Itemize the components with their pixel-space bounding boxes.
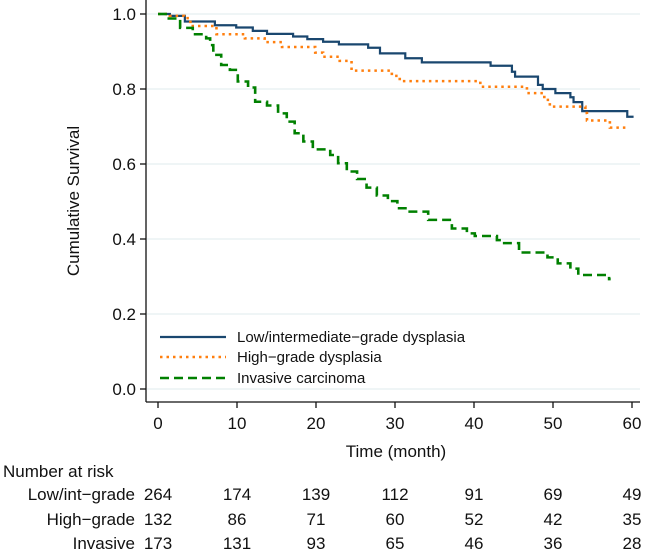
risk-count: 49	[623, 485, 642, 504]
risk-count: 52	[465, 510, 484, 529]
risk-count: 71	[307, 510, 326, 529]
risk-count: 139	[302, 485, 330, 504]
legend: Low/intermediate−grade dysplasia High−gra…	[160, 329, 466, 387]
risk-count: 132	[144, 510, 172, 529]
risk-count: 28	[623, 534, 642, 552]
risk-count: 42	[544, 510, 563, 529]
risk-count: 93	[307, 534, 326, 552]
risk-count: 112	[381, 485, 408, 504]
y-tick-label: 0.8	[112, 80, 136, 99]
x-tick-label: 30	[386, 414, 405, 433]
risk-count: 35	[623, 510, 642, 529]
series-1-curve	[158, 12, 634, 118]
x-axis-label: Time (month)	[346, 442, 446, 461]
y-tick-label: 1.0	[112, 5, 136, 24]
risk-count: 36	[544, 534, 563, 552]
x-tick-label: 50	[544, 414, 563, 433]
legend-label: Low/intermediate−grade dysplasia	[237, 329, 466, 346]
risk-count: 131	[223, 534, 251, 552]
x-tick-label: 10	[228, 414, 247, 433]
risk-count: 173	[144, 534, 172, 552]
series-3-curve	[158, 12, 611, 281]
x-ticks: 0 10 20 30 40 50 60	[153, 402, 641, 433]
series-2-curve	[158, 12, 628, 129]
risk-row-label: Low/int−grade	[28, 485, 135, 504]
risk-count: 91	[465, 485, 484, 504]
risk-count: 65	[386, 534, 405, 552]
risk-count: 69	[544, 485, 563, 504]
risk-table-title: Number at risk	[3, 462, 114, 481]
y-tick-label: 0.2	[112, 305, 136, 324]
legend-label: Invasive carcinoma	[237, 370, 366, 387]
risk-count: 60	[386, 510, 405, 529]
x-tick-label: 0	[153, 414, 162, 433]
risk-count: 46	[465, 534, 484, 552]
risk-count: 86	[228, 510, 247, 529]
y-tick-label: 0.6	[112, 155, 136, 174]
risk-row-label: High−grade	[47, 510, 135, 529]
risk-count: 264	[144, 485, 172, 504]
risk-table: Low/int−grade 264 174 139 112 91 69 49 High−grad…	[28, 485, 642, 552]
y-tick-label: 0.0	[112, 380, 136, 399]
y-axis-label: Cumulative Survival	[64, 126, 83, 276]
y-tick-label: 0.4	[112, 230, 136, 249]
survival-curves	[158, 12, 634, 281]
gridlines	[147, 13, 640, 390]
x-tick-label: 20	[307, 414, 326, 433]
y-ticks: 0.0 0.2 0.4 0.6 0.8 1.0	[112, 5, 146, 399]
risk-count: 174	[223, 485, 251, 504]
x-tick-label: 40	[465, 414, 484, 433]
legend-label: High−grade dysplasia	[237, 349, 382, 366]
risk-row-label: Invasive	[73, 534, 135, 552]
x-tick-label: 60	[623, 414, 642, 433]
